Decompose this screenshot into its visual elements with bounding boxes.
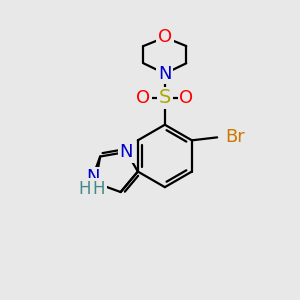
Text: Br: Br <box>226 128 245 146</box>
Text: S: S <box>159 88 171 107</box>
Text: N: N <box>86 169 99 187</box>
Text: N: N <box>158 64 172 82</box>
Text: S: S <box>90 174 101 192</box>
Text: O: O <box>136 89 151 107</box>
Text: O: O <box>179 89 193 107</box>
Text: O: O <box>158 28 172 46</box>
Text: H: H <box>79 180 91 198</box>
Text: N: N <box>120 143 133 161</box>
Text: H: H <box>93 180 105 198</box>
